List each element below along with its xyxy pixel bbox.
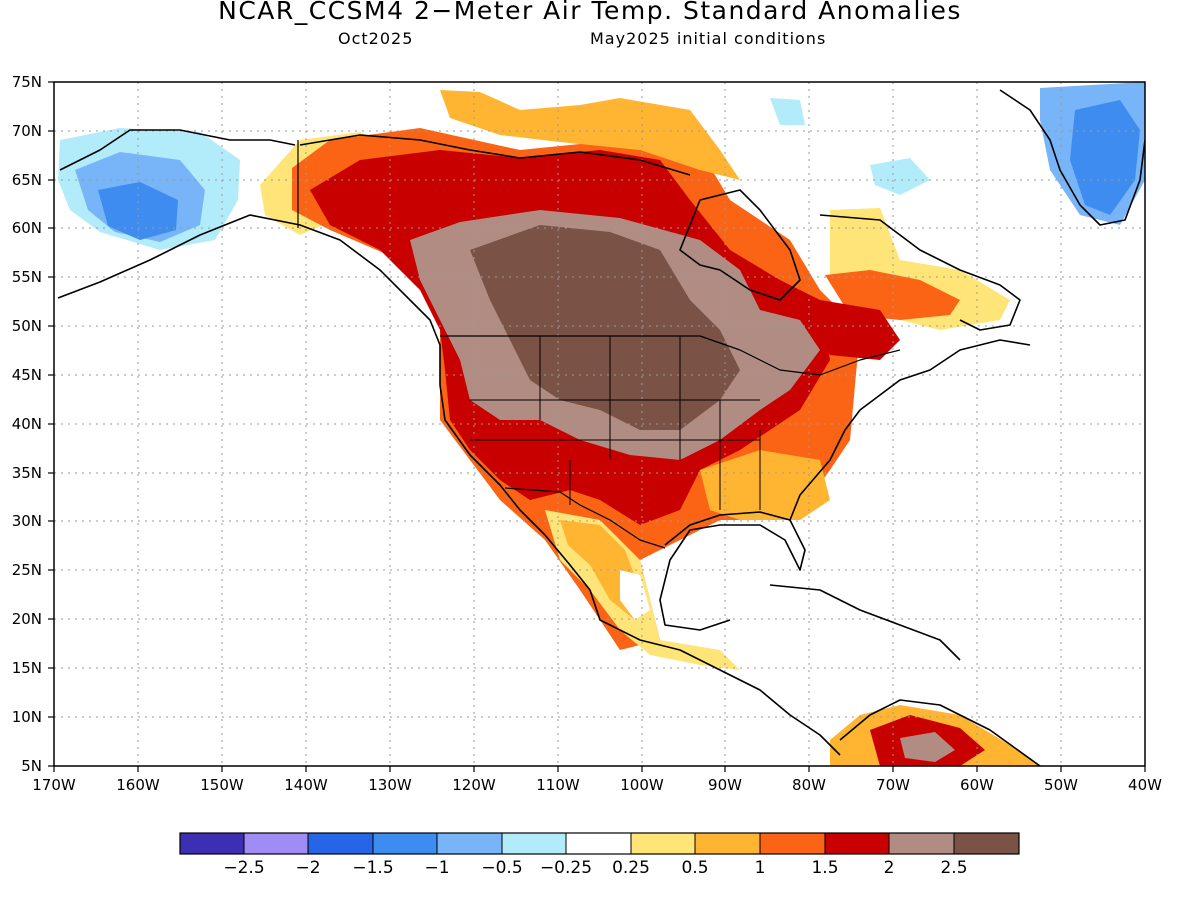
colorbar-label: 2 [884, 858, 895, 878]
lon-label: 80W [792, 776, 826, 794]
lat-label: 75N [12, 73, 42, 91]
lat-label: 35N [12, 464, 42, 482]
lat-label: 70N [12, 122, 42, 140]
longitude-axis [53, 766, 1146, 772]
colorbar-swatch [825, 833, 889, 854]
colorbar-label: 1.5 [811, 858, 838, 878]
anomaly-region-south-america-brown [900, 732, 955, 762]
north-america-coastline [57, 214, 841, 756]
lon-label: 70W [876, 776, 910, 794]
colorbar-frame [179, 832, 1020, 855]
colorbar-label: −2 [295, 858, 320, 878]
lon-label: 50W [1044, 776, 1078, 794]
longitude-labels: 170W 160W 150W 140W 130W 120W 110W 100W … [32, 776, 1162, 794]
init-conditions-label: May2025 initial conditions [590, 29, 827, 48]
colorbar-swatch [889, 833, 954, 854]
anomaly-region-alaska-deep-blue [98, 182, 178, 240]
lon-label: 40W [1128, 776, 1162, 794]
lat-label: 25N [12, 561, 42, 579]
colorbar-label: 0.5 [681, 858, 708, 878]
lon-label: 130W [368, 776, 412, 794]
colorbar-swatch [954, 833, 1019, 854]
lat-label: 45N [12, 366, 42, 384]
lat-label: 60N [12, 219, 42, 237]
lon-label: 120W [452, 776, 496, 794]
us-mexico-border [504, 487, 666, 549]
gulf-coastline [659, 511, 806, 631]
lon-label: 140W [284, 776, 328, 794]
colorbar-label: −1.5 [352, 858, 393, 878]
colorbar-swatch [244, 833, 308, 854]
colorbar-label: 0.25 [612, 858, 650, 878]
labrador-coastline [819, 214, 1021, 331]
anomaly-region-arctic-cyan [770, 98, 805, 125]
lon-label: 100W [620, 776, 664, 794]
hudson-bay-coastline [679, 189, 801, 301]
lat-label: 50N [12, 317, 42, 335]
lon-label: 160W [116, 776, 160, 794]
colorbar-label: 2.5 [940, 858, 967, 878]
lat-label: 40N [12, 415, 42, 433]
south-america-coastline [839, 699, 1041, 766]
lon-label: 110W [536, 776, 580, 794]
lat-label: 5N [21, 757, 42, 775]
anomaly-region-arctic-yellow [440, 90, 740, 180]
colorbar-label: −0.5 [481, 858, 522, 878]
colorbar-swatch [308, 833, 373, 854]
lat-label: 10N [12, 708, 42, 726]
colorbar-label: 1 [755, 858, 766, 878]
latitude-axis [48, 81, 54, 767]
lon-label: 170W [32, 776, 76, 794]
lat-label: 20N [12, 610, 42, 628]
colorbar-swatch [760, 833, 825, 854]
us-state-lines [470, 336, 761, 510]
atlantic-coastline [789, 339, 1031, 521]
map-title: NCAR_CCSM4 2−Meter Air Temp. Standard An… [218, 0, 962, 25]
colorbar-swatch [631, 833, 695, 854]
anomaly-region-greenland-blue [1070, 100, 1140, 215]
graticule [54, 82, 1145, 766]
greenland-coastline [999, 89, 1145, 226]
colorbar-swatch [502, 833, 566, 854]
anomaly-region-quebec-red [815, 300, 900, 360]
colorbar-swatch [180, 833, 244, 854]
lon-label: 150W [200, 776, 244, 794]
latitude-labels: 5N 10N 15N 20N 25N 30N 35N 40N 45N 50N 5… [12, 73, 42, 775]
lat-label: 65N [12, 171, 42, 189]
anomaly-region-dark-brown [470, 225, 740, 430]
colorbar-swatch [695, 833, 760, 854]
us-canada-border [440, 335, 901, 376]
colorbar-label: −1 [424, 858, 449, 878]
anomaly-field [58, 82, 1145, 766]
caribbean-islands [769, 584, 961, 661]
colorbar-swatch [566, 833, 631, 854]
colorbar-swatch [373, 833, 437, 854]
lat-label: 15N [12, 659, 42, 677]
anomaly-region-baffin-cyan [870, 158, 930, 195]
lon-label: 90W [708, 776, 742, 794]
colorbar-label: −0.25 [540, 858, 592, 878]
lon-label: 60W [960, 776, 994, 794]
colorbar [179, 832, 1020, 855]
lat-label: 55N [12, 268, 42, 286]
colorbar-label: −2.5 [223, 858, 264, 878]
alaska-coastline [59, 129, 296, 171]
lat-label: 30N [12, 512, 42, 530]
arctic-coastline [299, 134, 691, 176]
valid-month-label: Oct2025 [338, 29, 414, 48]
colorbar-labels: −2.5 −2 −1.5 −1 −0.5 −0.25 0.25 0.5 1 1.… [223, 858, 967, 878]
colorbar-swatch [437, 833, 502, 854]
coastlines [57, 89, 1145, 766]
